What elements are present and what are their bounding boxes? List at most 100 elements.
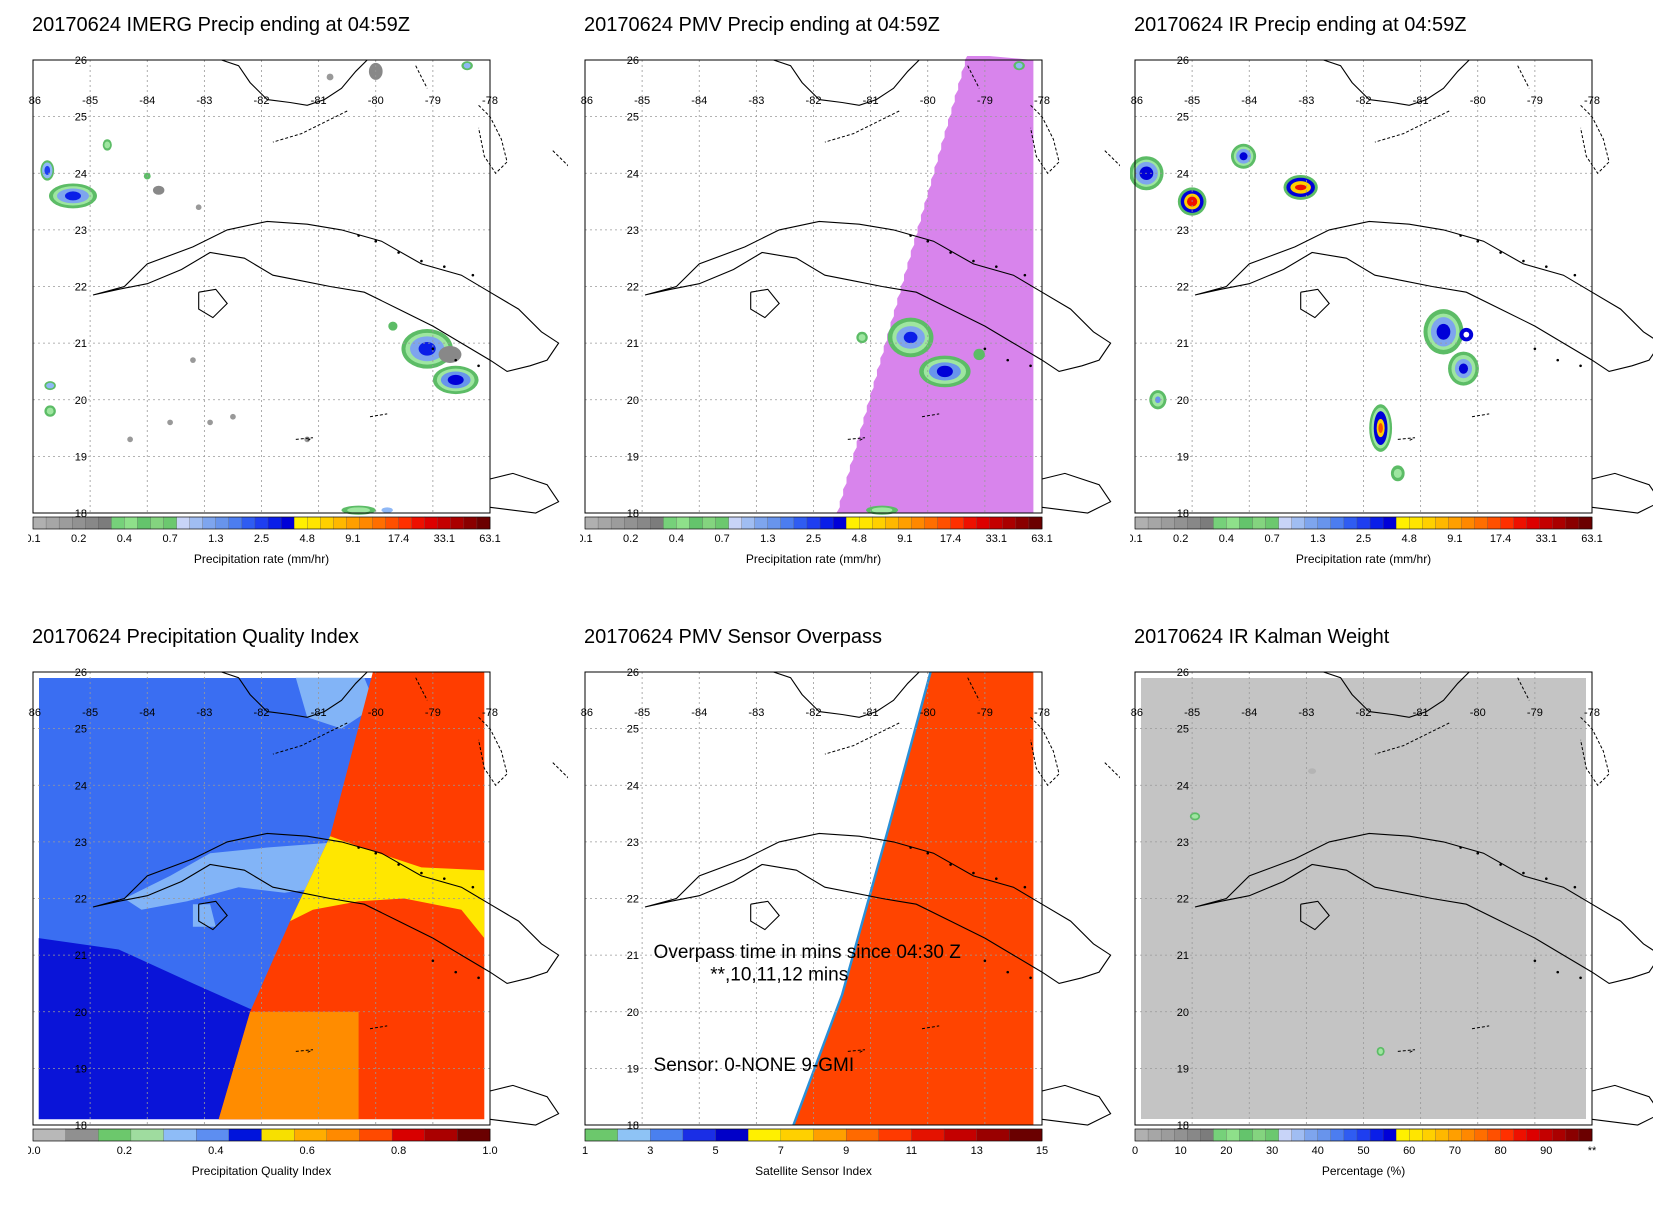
lat-tick-label: 23 xyxy=(627,225,639,237)
precip-cell xyxy=(871,507,893,513)
colorbar-swatch xyxy=(1500,516,1515,530)
colorbar-swatch xyxy=(1487,1128,1502,1142)
cay-dot xyxy=(431,347,435,351)
lon-tick-label: -80 xyxy=(1470,707,1486,719)
island-coastline xyxy=(1104,762,1120,779)
coastline xyxy=(198,900,228,931)
lon-tick-label: -85 xyxy=(82,707,98,719)
lat-tick-label: 25 xyxy=(627,112,639,124)
lon-tick-label: -86 xyxy=(1130,95,1143,107)
map-frame xyxy=(584,671,1043,1126)
precip-cell xyxy=(973,348,985,361)
precip-cell xyxy=(326,73,334,81)
colorbar-swatch xyxy=(450,516,465,530)
colorbar-tick-label: 0.4 xyxy=(208,1145,223,1157)
colorbar-swatch xyxy=(584,1128,619,1142)
colorbar-swatch xyxy=(1409,1128,1423,1142)
colorbar-tick-label: 33.1 xyxy=(1536,533,1557,545)
colorbar-swatch xyxy=(72,516,86,530)
colorbar-swatch xyxy=(1539,516,1554,530)
colorbar-title: Percentage (%) xyxy=(1322,1164,1405,1178)
coastline xyxy=(773,671,920,718)
coastline xyxy=(644,220,1112,372)
precip-cell xyxy=(1458,363,1469,374)
colorbar-swatch xyxy=(65,1128,99,1142)
island-coastline xyxy=(272,110,348,143)
pqi-orange-region xyxy=(218,1011,359,1120)
colorbar-swatch xyxy=(98,1128,132,1142)
lon-tick-label: -83 xyxy=(748,95,764,107)
colorbar-swatch xyxy=(650,516,664,530)
imerg-map-svg: -86-85-84-83-82-81-80-79-782625242322212… xyxy=(28,56,568,566)
island-coastline xyxy=(1104,150,1120,167)
colorbar-swatch xyxy=(176,516,191,530)
colorbar-swatch xyxy=(1239,1128,1253,1142)
colorbar-swatch xyxy=(950,516,965,530)
cay-dot xyxy=(1023,273,1027,277)
colorbar-swatch xyxy=(196,1128,230,1142)
panel-title: 20170624 IR Precip ending at 04:59Z xyxy=(1134,14,1467,36)
colorbar-swatch xyxy=(793,516,808,530)
lat-tick-label: 24 xyxy=(627,780,639,792)
colorbar-swatch xyxy=(1369,1128,1384,1142)
cay-dot xyxy=(1522,871,1525,875)
lat-tick-label: 26 xyxy=(1177,668,1189,679)
colorbar-tick-label: 10 xyxy=(1175,1145,1187,1157)
colorbar-tick-label: 60 xyxy=(1403,1145,1415,1157)
island-coastline xyxy=(847,1049,866,1053)
lon-tick-label: -85 xyxy=(634,95,650,107)
island-coastline xyxy=(369,1025,388,1030)
colorbar-swatch xyxy=(1317,516,1332,530)
cay-dot xyxy=(374,851,378,855)
lon-tick-label: -80 xyxy=(920,95,936,107)
pqi-light-blue-region xyxy=(124,841,342,910)
island-coastline xyxy=(552,762,568,779)
lat-tick-label: 25 xyxy=(1177,724,1189,736)
coastline xyxy=(1300,288,1330,319)
cay-dot xyxy=(1459,234,1462,237)
colorbar-swatch xyxy=(1200,516,1214,530)
colorbar-swatch xyxy=(780,1128,814,1142)
colorbar-tick-label: 17.4 xyxy=(388,533,409,545)
colorbar-swatch xyxy=(682,1128,717,1142)
overpass-mins: **,10,11,12 mins xyxy=(710,965,848,986)
map-frame xyxy=(1134,59,1593,514)
lon-tick-label: -85 xyxy=(1184,707,1200,719)
panel-title: 20170624 IR Kalman Weight xyxy=(1134,626,1390,648)
pqi-panel: 20170624 Precipitation Quality Index -86… xyxy=(28,612,568,1212)
lon-tick-label: -79 xyxy=(425,707,441,719)
colorbar-swatch xyxy=(1226,516,1240,530)
colorbar-tick-label: 9.1 xyxy=(345,533,360,545)
colorbar-swatch xyxy=(898,516,912,530)
coastline xyxy=(92,220,560,372)
colorbar-swatch xyxy=(1330,1128,1345,1142)
colorbar-swatch xyxy=(320,516,334,530)
colorbar-tick-label: 0.7 xyxy=(162,533,177,545)
colorbar-tick-label: 13 xyxy=(971,1145,983,1157)
map-pqi: -86-85-84-83-82-81-80-79-782625242322212… xyxy=(28,668,568,1188)
colorbar-swatch xyxy=(1200,1128,1214,1142)
colorbar-swatch xyxy=(780,516,795,530)
colorbar-swatch xyxy=(150,516,165,530)
colorbar-swatch xyxy=(1422,516,1436,530)
precip-cell xyxy=(347,507,371,513)
colorbar-frame xyxy=(584,516,1043,530)
colorbar-swatch xyxy=(58,516,73,530)
colorbar-swatch xyxy=(1448,516,1462,530)
lon-tick-label: -82 xyxy=(1356,707,1372,719)
island-coastline xyxy=(921,1025,940,1030)
colorbar-swatch xyxy=(1252,1128,1267,1142)
island-coastline xyxy=(1397,437,1416,441)
lat-tick-label: 20 xyxy=(627,395,639,407)
colorbar-tick-label: 50 xyxy=(1357,1145,1369,1157)
lat-tick-label: 19 xyxy=(627,1063,639,1075)
colorbar-tick-label: 5 xyxy=(713,1145,719,1157)
colorbar-title: Precipitation rate (mm/hr) xyxy=(746,552,881,566)
overpass-swath xyxy=(793,672,1034,1125)
colorbar-tick-label: 2.5 xyxy=(806,533,821,545)
island-coastline xyxy=(1517,677,1530,701)
colorbar-swatch xyxy=(1134,516,1149,530)
coastline xyxy=(489,1084,560,1126)
colorbar-tick-label: 15 xyxy=(1036,1145,1048,1157)
colorbar-swatch xyxy=(1160,516,1175,530)
